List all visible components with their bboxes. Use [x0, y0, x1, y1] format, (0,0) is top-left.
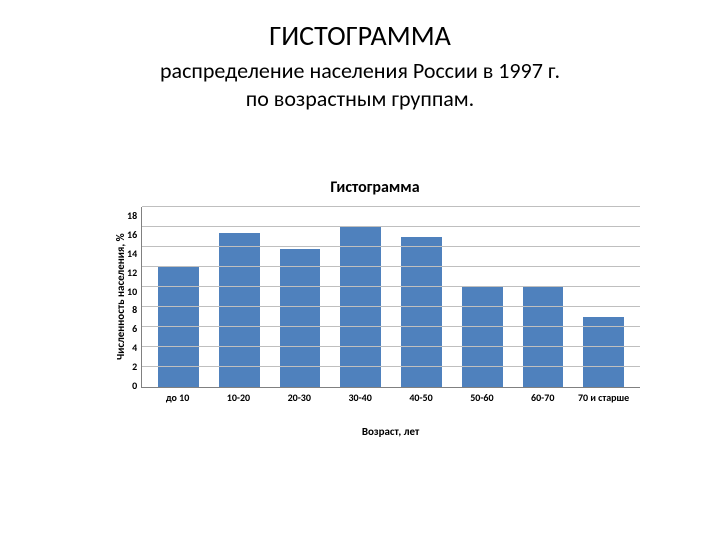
gridline	[142, 326, 640, 327]
ytick: 18	[127, 211, 137, 221]
plot-area-wrap: до 10 10-20 20-30 30-40 40-5050-60 60-70 70 и …	[141, 207, 640, 438]
y-axis-ticks: 18 16 14 12 10 8 6 4 2 0	[127, 207, 141, 387]
bars-container	[142, 207, 640, 387]
gridline	[142, 206, 640, 207]
gridline	[142, 246, 640, 247]
xtick: до 10	[149, 392, 206, 403]
bar	[583, 317, 624, 387]
ytick: 14	[127, 249, 137, 259]
chart-body: Численность населения, % 18 16 14 12 10 …	[110, 207, 640, 438]
page-subtitle: распределение населения России в 1997 г.…	[0, 57, 720, 112]
ytick: 12	[127, 268, 137, 278]
slide: ГИСТОГРАММА распределение населения Росс…	[0, 18, 720, 558]
gridline	[142, 306, 640, 307]
ytick: 10	[127, 287, 137, 297]
bar	[219, 233, 260, 387]
ytick: 8	[127, 305, 137, 315]
x-axis-ticks: до 10 10-20 20-30 30-40 40-5050-60 60-70 70 и …	[141, 388, 640, 403]
plot-area	[141, 207, 640, 388]
y-axis-label: Численность населения, %	[110, 207, 127, 387]
ytick: 4	[127, 343, 137, 353]
chart-title: Гистограмма	[110, 178, 640, 197]
xtick: 30-40	[332, 392, 389, 403]
gridline	[142, 286, 640, 287]
bar	[158, 267, 199, 387]
subtitle-line1: распределение населения России в 1997 г.	[160, 57, 560, 84]
xtick: 10-20	[210, 392, 267, 403]
subtitle-line2: по возрастным группам.	[246, 85, 475, 112]
gridline	[142, 266, 640, 267]
page-title: ГИСТОГРАММА	[0, 18, 720, 53]
ytick: 6	[127, 324, 137, 334]
gridline	[142, 366, 640, 367]
bar	[523, 287, 564, 387]
xtick: 20-30	[271, 392, 328, 403]
ytick: 16	[127, 230, 137, 240]
xtick: 70 и старше	[575, 392, 632, 403]
histogram-chart: Гистограмма Численность населения, % 18 …	[110, 178, 640, 438]
xtick: 50-60	[453, 392, 510, 403]
bar	[462, 287, 503, 387]
ytick: 0	[127, 381, 137, 391]
xtick: 60-70	[514, 392, 571, 403]
gridline	[142, 346, 640, 347]
x-axis-label: Возраст, лет	[141, 425, 640, 438]
gridline	[142, 226, 640, 227]
ytick: 2	[127, 362, 137, 372]
bar	[401, 237, 442, 387]
xtick: 40-50	[393, 392, 450, 403]
